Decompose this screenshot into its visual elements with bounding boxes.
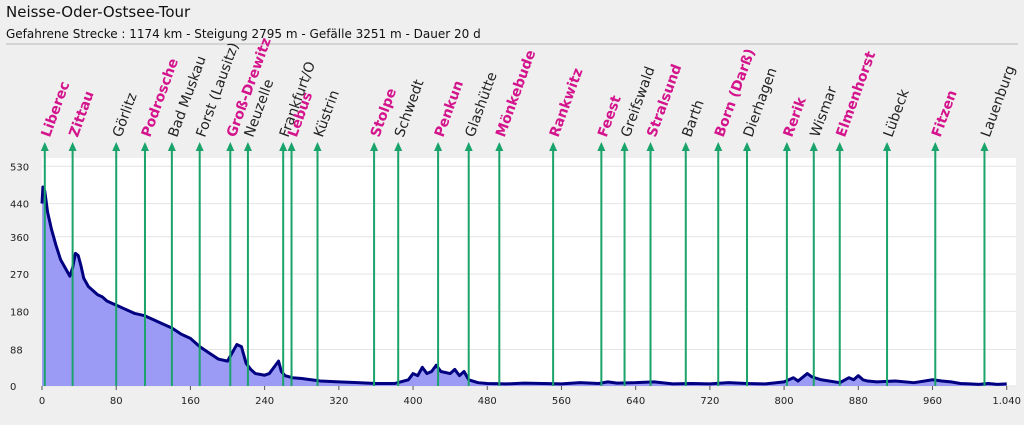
y-tick-label: 530 [10,162,29,173]
y-tick-label: 270 [10,270,29,281]
elevation-line [40,185,1007,386]
stop-marker-arrow [434,142,443,151]
stop-marker-arrow [279,142,288,151]
stop-marker-arrow [313,142,322,151]
stop-marker-arrow [646,142,655,151]
stop-marker-arrow [809,142,818,151]
stop-marker-arrow [394,142,403,151]
stop-marker-arrow [782,142,791,151]
stop-marker-arrow [714,142,723,151]
x-tick-label: 240 [255,396,274,407]
x-tick-label: 560 [552,396,571,407]
stop-label: Rerik [781,94,810,139]
stop-markers [40,142,989,386]
elevation-area [42,187,1007,386]
stop-marker-arrow [980,142,989,151]
y-tick-label: 0 [10,382,16,393]
stop-label: Lübeck [881,86,913,139]
stop-marker-arrow [495,142,504,151]
stop-marker-arrow [167,142,176,151]
stop-marker-arrow [140,142,149,151]
y-tick-label: 440 [10,200,29,211]
x-tick-label: 640 [626,396,645,407]
x-tick-label: 0 [39,396,45,407]
stop-marker-arrow [620,142,629,151]
x-tick-label: 80 [110,396,123,407]
x-tick-label: 160 [181,396,200,407]
stop-marker-arrow [195,142,204,151]
stop-marker-arrow [243,142,252,151]
stop-marker-arrow [287,142,296,151]
stop-marker-arrow [742,142,751,151]
stop-label: Mönkebude [493,48,539,139]
x-tick-label: 720 [700,396,719,407]
stop-label: Fitzen [929,88,961,139]
stop-label: Lauenburg [978,64,1019,140]
stop-marker-arrow [835,142,844,151]
stop-marker-arrow [931,142,940,151]
x-tick-label: 960 [923,396,942,407]
stop-label: Görlitz [110,91,141,140]
y-axis-labels: 0 88 180 270 360 440 530 [10,162,29,393]
stop-marker-arrow [226,142,235,151]
chart-subtitle: Gefahrene Strecke : 1174 km - Steigung 2… [6,27,481,41]
y-tick-label: 180 [10,307,29,318]
stop-marker-arrow [681,142,690,151]
stop-marker-arrow [112,142,121,151]
stop-marker-arrow [597,142,606,151]
x-tick-label: 1.040 [992,396,1021,407]
x-tick-label: 400 [404,396,423,407]
stop-marker-arrow [370,142,379,151]
chart-title: Neisse-Oder-Ostsee-Tour [6,3,191,21]
x-tick-label: 880 [849,396,868,407]
stop-label: Schwedt [392,77,428,139]
stop-label: Rankwitz [547,66,587,139]
stop-marker-arrow [40,142,49,151]
x-tick-label: 320 [329,396,348,407]
stop-label: Penkun [432,78,467,139]
x-tick-label: 480 [478,396,497,407]
stop-marker-arrow [68,142,77,151]
y-tick-label: 360 [10,233,29,244]
stop-label: Zittau [66,89,97,139]
stop-label: Elmenhorst [833,49,879,139]
stop-marker-arrow [883,142,892,151]
x-tick-label: 800 [775,396,794,407]
stop-marker-arrow [464,142,473,151]
stop-label: Barth [679,98,707,139]
y-tick-label: 88 [10,346,23,357]
x-axis-labels: 0 80 160 240 320 400 480 560 640 720 800 880 960 1.04… [39,386,1021,407]
stop-marker-arrow [549,142,558,151]
